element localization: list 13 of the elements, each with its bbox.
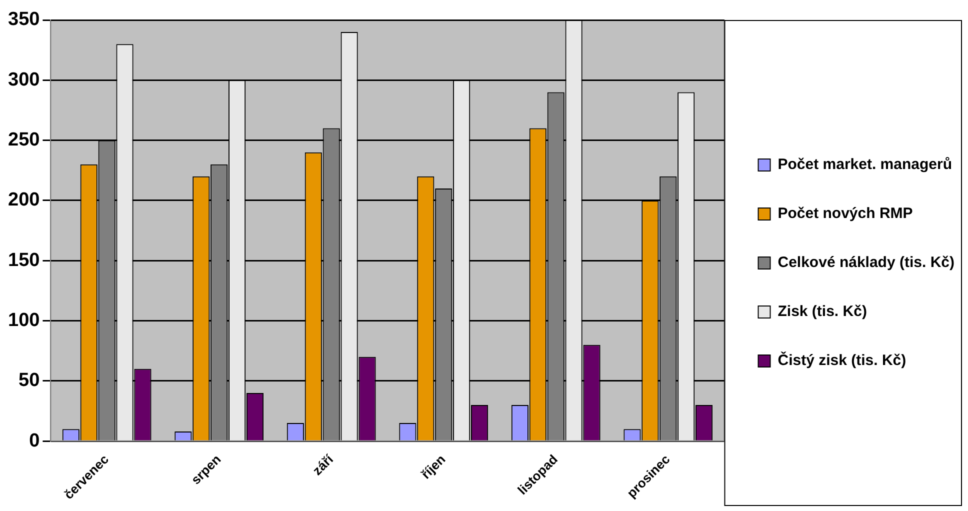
legend-label: Celkové náklady (tis. Kč) bbox=[778, 254, 954, 272]
y-tick-label: 250 bbox=[8, 130, 40, 151]
y-tick-label: 300 bbox=[8, 69, 40, 90]
legend-label: Čistý zisk (tis. Kč) bbox=[778, 351, 906, 370]
legend-label: Zisk (tis. Kč) bbox=[778, 303, 867, 320]
y-tick-label: 350 bbox=[8, 9, 40, 30]
y-tick-label: 150 bbox=[8, 250, 40, 271]
legend-label: Počet nových RMP bbox=[778, 205, 913, 222]
y-tick-label: 50 bbox=[18, 370, 40, 392]
y-tick-label: 0 bbox=[29, 430, 40, 452]
legend-label: Počet market. managerů bbox=[778, 156, 952, 174]
y-tick-label: 200 bbox=[8, 190, 40, 211]
y-tick-label: 100 bbox=[8, 310, 40, 332]
